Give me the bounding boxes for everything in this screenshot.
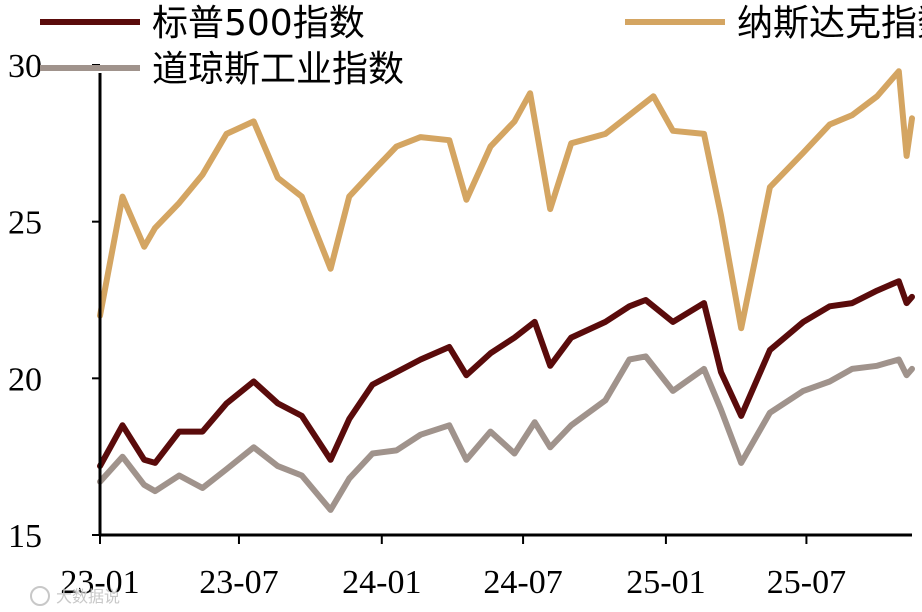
- watermark-text: 大数据说: [56, 587, 120, 606]
- y-tick-label: 20: [8, 361, 42, 398]
- series-line-2: [97, 353, 915, 513]
- watermark: 大数据说: [30, 586, 120, 606]
- y-tick-label: 30: [8, 48, 42, 85]
- x-tick-label: 24-07: [483, 564, 562, 601]
- legend-label-2: 道琼斯工业指数: [152, 49, 404, 90]
- series-line-0: [97, 278, 915, 470]
- legend-label-0: 标普500指数: [152, 3, 365, 44]
- x-tick-label: 25-07: [767, 564, 846, 601]
- y-axis-ticks: 15 20 25 30: [8, 48, 100, 555]
- legend: 标普500指数 纳斯达克指数道琼斯工业指数: [40, 3, 922, 90]
- watermark-logo-icon: [30, 586, 50, 606]
- y-tick-label: 15: [8, 518, 42, 555]
- x-tick-label: 23-07: [199, 564, 278, 601]
- x-axis-ticks: 23-01 23-07 24-01 24-07 25-01 25-07: [60, 535, 846, 601]
- x-tick-label: 25-01: [626, 564, 705, 601]
- y-tick-label: 25: [8, 205, 42, 242]
- x-tick-label: 23-01: [60, 564, 139, 601]
- x-tick-label: 24-01: [342, 564, 421, 601]
- legend-label-1: 纳斯达克指数: [737, 3, 922, 44]
- series-line-1: [97, 68, 915, 332]
- series-lines: [97, 68, 915, 513]
